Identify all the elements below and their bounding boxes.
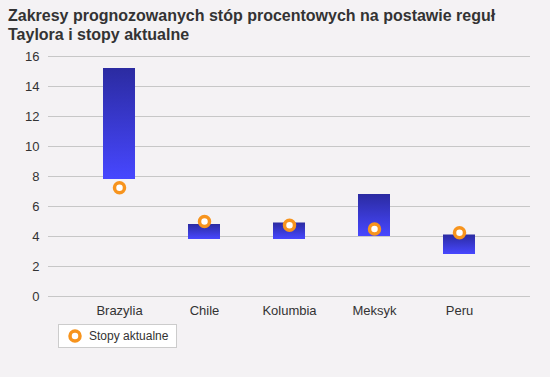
- svg-text:6: 6: [32, 199, 39, 214]
- html-text:Zakresy prognozowanych stóp pr: Zakresy prognozowanych stóp procentowych…: [8, 7, 496, 43]
- svg-text:2: 2: [32, 259, 39, 274]
- svg-text:Chile: Chile: [190, 303, 220, 318]
- svg-text:Peru: Peru: [446, 303, 473, 318]
- html-text:Stopy aktualne: Stopy aktualne: [89, 329, 169, 343]
- svg-text:14: 14: [25, 79, 39, 94]
- svg-text:10: 10: [25, 139, 39, 154]
- svg-text:Meksyk: Meksyk: [352, 303, 397, 318]
- svg-text:0: 0: [32, 289, 39, 304]
- svg-text:4: 4: [32, 229, 39, 244]
- svg-text:Kolumbia: Kolumbia: [262, 303, 317, 318]
- svg-text:8: 8: [32, 169, 39, 184]
- svg-text:Brazylia: Brazylia: [96, 303, 143, 318]
- svg-text:16: 16: [25, 49, 39, 64]
- svg-text:12: 12: [25, 109, 39, 124]
